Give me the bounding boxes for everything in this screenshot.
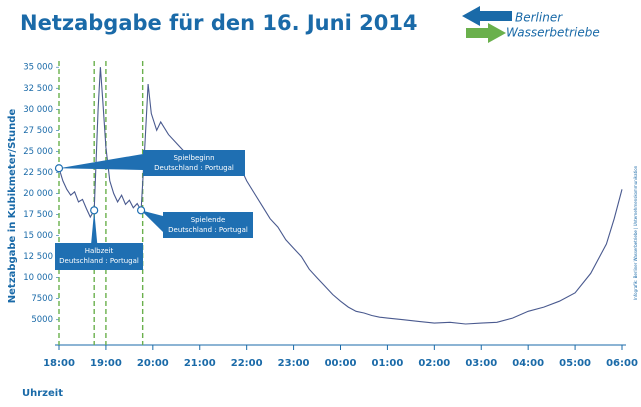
logo-arrow-right — [466, 23, 506, 43]
y-tick-label: 15 000 — [23, 231, 53, 241]
y-tick-label: 10 000 — [23, 273, 53, 283]
x-tick-label: 21:00 — [184, 358, 216, 369]
callout-box — [143, 150, 245, 176]
chart-title: Netzabgabe für den 16. Juni 2014 — [20, 11, 418, 35]
y-tick-label: 17 500 — [23, 210, 53, 220]
logo-arrow-left — [462, 6, 512, 26]
y-tick-label: 12 500 — [23, 252, 53, 262]
callout-pointer — [59, 154, 143, 170]
y-tick-label: 5000 — [31, 315, 53, 325]
x-tick-label: 04:00 — [512, 358, 544, 369]
callout-subtitle: Deutschland : Portugal — [168, 226, 248, 234]
x-tick-label: 00:00 — [325, 358, 357, 369]
x-tick-label: 03:00 — [465, 358, 497, 369]
callout-pointer — [91, 210, 98, 243]
y-tick-label: 7500 — [31, 294, 53, 304]
callout-marker — [90, 206, 99, 215]
callout: Spielende Deutschland : Portugal — [137, 206, 253, 238]
x-axis-label: Uhrzeit — [22, 388, 63, 399]
x-tick-label: 22:00 — [231, 358, 263, 369]
data-line — [58, 67, 623, 325]
logo: Berliner Wasserbetriebe — [462, 6, 600, 43]
callout-subtitle: Deutschland : Portugal — [59, 257, 139, 265]
x-tick-label: 05:00 — [559, 358, 591, 369]
x-tick-label: 23:00 — [278, 358, 310, 369]
logo-text: Wasserbetriebe — [506, 26, 600, 40]
callout-title: Spielende — [191, 216, 226, 224]
callout-marker — [137, 206, 146, 215]
callout: Halbzeit Deutschland : Portugal — [55, 206, 143, 270]
callout-box — [163, 212, 253, 238]
y-tick-label: 27 500 — [23, 126, 53, 136]
y-tick-label: 22 500 — [23, 168, 53, 178]
callout-subtitle: Deutschland : Portugal — [154, 164, 234, 172]
x-tick-label: 18:00 — [43, 358, 75, 369]
callout-title: Spielbeginn — [173, 154, 214, 162]
y-tick-label: 20 000 — [23, 189, 53, 199]
x-tick-label: 06:00 — [606, 358, 638, 369]
x-tick-label: 19:00 — [90, 358, 122, 369]
source-note: Infografik: Berliner Wasserbetriebe | Un… — [633, 165, 638, 300]
y-tick-label: 30 000 — [23, 105, 53, 115]
x-tick-label: 02:00 — [418, 358, 450, 369]
y-axis-label: Netzabgabe in Kubikmeter/Stunde — [7, 109, 18, 304]
logo-text: Berliner — [515, 11, 563, 25]
x-tick-label: 20:00 — [137, 358, 169, 369]
callout: Spielbeginn Deutschland : Portugal — [54, 150, 245, 176]
y-tick-label: 32 500 — [23, 84, 53, 94]
callout-title: Halbzeit — [85, 247, 114, 255]
x-tick-label: 01:00 — [371, 358, 403, 369]
callout-marker — [54, 164, 64, 173]
y-tick-label: 25 000 — [23, 147, 53, 157]
y-tick-label: 35 000 — [23, 63, 53, 73]
callout-pointer — [141, 210, 163, 232]
callout-box — [55, 243, 143, 270]
event-lines — [58, 61, 144, 345]
